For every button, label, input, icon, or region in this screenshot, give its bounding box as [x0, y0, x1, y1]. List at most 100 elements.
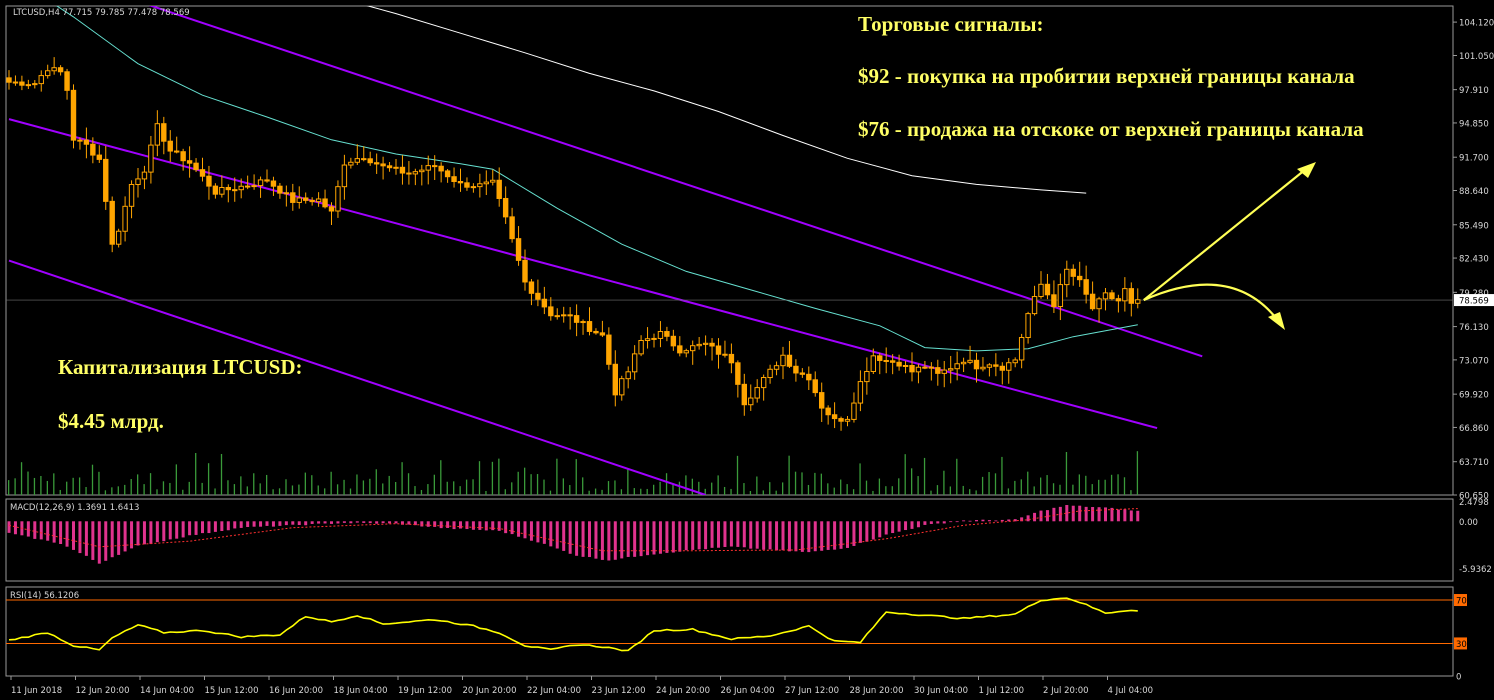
candle-body [515, 238, 522, 261]
volume-bar [175, 464, 177, 495]
volume-bar [601, 489, 603, 495]
candle-body [690, 345, 696, 352]
volume-bar [27, 471, 29, 495]
macd-bar [916, 521, 920, 528]
volume-bar [556, 458, 558, 495]
volume-bar [1007, 488, 1010, 495]
volume-bar [898, 478, 900, 495]
candle-body [941, 369, 947, 374]
candle-body [928, 366, 935, 369]
volume-bar [1072, 484, 1074, 495]
volume-bar [440, 460, 442, 495]
candle-body [1096, 298, 1102, 310]
macd-bar [194, 521, 198, 535]
volume-bar [588, 490, 590, 495]
volume-bar [1020, 479, 1022, 495]
time-tick-label: 19 Jun 12:00 [398, 686, 452, 696]
macd-bar [349, 521, 353, 524]
macd-bar [555, 521, 559, 549]
volume-bar [214, 488, 216, 495]
macd-bar [820, 521, 824, 551]
candle-body [870, 355, 876, 373]
price-tick-label: 97.910 [1459, 86, 1489, 96]
macd-bar [626, 521, 630, 557]
volume-bar [646, 488, 648, 495]
volume-bar [272, 489, 274, 495]
rsi-pane: RSI(14) 56.1206 [6, 591, 1453, 652]
volume-bar [627, 469, 629, 495]
macd-bar [517, 521, 521, 537]
volume-bar [253, 473, 255, 495]
macd-bar [142, 521, 146, 545]
ma-slow-line [366, 6, 1087, 194]
volume-bar [865, 480, 868, 495]
candle-body [96, 154, 102, 160]
volume-bar [969, 489, 971, 495]
macd-bar [787, 521, 791, 552]
time-tick-label: 14 Jun 04:00 [140, 686, 194, 696]
macd-bar [439, 521, 443, 529]
macd-tick-label: 0.00 [1459, 518, 1478, 528]
macd-bar [955, 521, 959, 523]
volume-bar [130, 479, 132, 495]
volume-bar [1123, 477, 1126, 495]
time-tick-label: 26 Jun 04:00 [721, 686, 775, 696]
macd-bar [833, 521, 837, 550]
volume-bar [530, 474, 532, 495]
macd-bar [536, 521, 540, 543]
price-tick-label: 69.920 [1459, 391, 1489, 401]
macd-bar [149, 521, 153, 544]
candle-body [290, 192, 296, 203]
macd-bar [297, 521, 301, 526]
macd-bar [259, 521, 263, 527]
macd-bar [72, 521, 75, 550]
candle-body [148, 144, 154, 173]
volume-bar [1078, 474, 1080, 495]
candle-body [948, 368, 954, 371]
volume-bar [414, 486, 416, 495]
macd-bar [975, 520, 978, 522]
volume-bar [582, 477, 584, 495]
macd-bar [942, 521, 946, 524]
candle-body [883, 359, 889, 362]
macd-bar [213, 521, 217, 532]
volume-bar [427, 484, 429, 495]
volume-bar [981, 476, 984, 495]
time-tick-label: 1 Jul 12:00 [979, 686, 1025, 696]
candle-body [528, 281, 535, 294]
candle-body [877, 355, 883, 361]
macd-bar [1078, 505, 1082, 522]
volume-bar [182, 489, 184, 495]
volume-bar [266, 474, 268, 495]
candle-body [412, 171, 419, 175]
macd-bar [304, 521, 308, 526]
time-tick-label: 23 Jun 12:00 [592, 686, 646, 696]
candle-body [664, 331, 670, 337]
macd-bar [97, 521, 101, 564]
volume-bar [85, 486, 87, 495]
macd-bar [407, 521, 411, 525]
macd-bar [813, 521, 817, 552]
volume-bar [453, 481, 455, 495]
macd-bar [491, 521, 495, 531]
price-tick-label: 104.120 [1459, 19, 1494, 29]
candle-body [1135, 299, 1141, 304]
candle-body [612, 363, 618, 396]
macd-bar [59, 521, 63, 545]
volume-bar [162, 481, 165, 495]
candle-body [573, 315, 580, 323]
macd-bar [562, 521, 566, 551]
time-tick-label: 22 Jun 04:00 [527, 686, 581, 696]
time-tick-label: 24 Jun 20:00 [656, 686, 710, 696]
volume-bar [769, 482, 771, 495]
macd-bar [994, 520, 998, 522]
macd-bar [413, 521, 417, 526]
volume-bar [1052, 483, 1055, 495]
volume-bar [1098, 479, 1100, 495]
buy-arrow [1143, 168, 1307, 301]
candle-body [32, 83, 38, 86]
candle-body [206, 175, 212, 187]
candle-body [502, 197, 509, 218]
volume-bar [975, 490, 977, 495]
